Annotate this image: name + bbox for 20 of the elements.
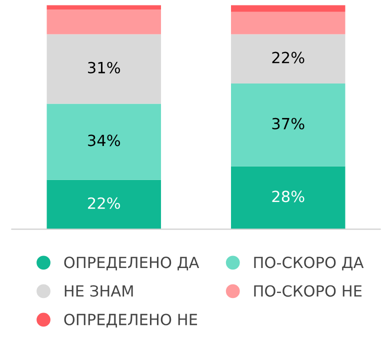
bar: [231, 84, 346, 166]
data-label: 28%: [272, 190, 304, 202]
bar: [231, 166, 346, 230]
data-label: 37%: [272, 118, 304, 130]
data-label: 22%: [272, 52, 304, 64]
bar: [231, 12, 346, 34]
bar: [231, 34, 346, 84]
legend-label: ПО-СКОРО ДА: [254, 256, 364, 270]
legend-label: ОПРЕДЕЛЕНО ДА: [64, 256, 200, 270]
legend-label: ОПРЕДЕЛЕНО НЕ: [64, 314, 198, 328]
bar: [46, 10, 161, 34]
data-label: 34%: [88, 134, 120, 146]
bar: [231, 5, 346, 12]
legend-label: ПО-СКОРО НЕ: [254, 285, 362, 297]
bar: [46, 104, 161, 180]
bar: [46, 180, 161, 230]
bar: [46, 34, 161, 104]
data-label: 22%: [88, 197, 120, 209]
data-label: 31%: [88, 62, 120, 74]
legend-label: НЕ ЗНАМ: [64, 285, 133, 297]
